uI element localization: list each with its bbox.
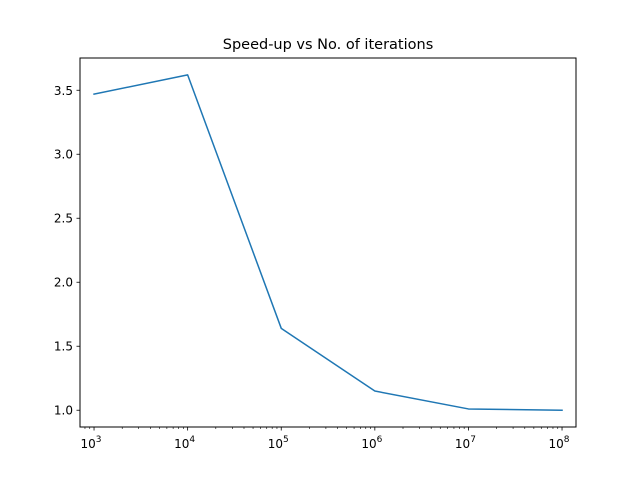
x-tick-label: 105	[268, 435, 289, 451]
x-tick-label-exponent: 6	[377, 435, 383, 445]
x-tick-label-exponent: 4	[189, 435, 195, 445]
x-tick-label: 107	[455, 435, 476, 451]
x-tick-label: 106	[361, 435, 382, 451]
y-tick-label: 2.0	[54, 276, 73, 290]
chart-title: Speed-up vs No. of iterations	[223, 37, 434, 53]
y-tick-label: 2.5	[54, 212, 73, 226]
x-tick-label-exponent: 3	[96, 435, 102, 445]
x-tick-label-base: 10	[361, 437, 376, 451]
y-tick-label: 3.5	[54, 84, 73, 98]
x-tick-label: 103	[81, 435, 102, 451]
series-layer	[93, 74, 563, 411]
x-tick-label-exponent: 7	[470, 435, 476, 445]
plot-frame	[79, 57, 577, 428]
x-tick-label-exponent: 8	[564, 435, 570, 445]
x-tick-label: 108	[549, 435, 570, 451]
x-tick-label-base: 10	[549, 437, 564, 451]
x-tick-label-base: 10	[268, 437, 283, 451]
y-tick-label: 1.0	[54, 404, 73, 418]
y-tick-label: 3.0	[54, 148, 73, 162]
x-tick-label-base: 10	[174, 437, 189, 451]
series-line	[93, 74, 563, 411]
y-tick-label: 1.5	[54, 340, 73, 354]
x-tick-label-base: 10	[81, 437, 96, 451]
x-tick-label-exponent: 5	[283, 435, 289, 445]
x-tick-label: 104	[174, 435, 195, 451]
x-tick-label-base: 10	[455, 437, 470, 451]
